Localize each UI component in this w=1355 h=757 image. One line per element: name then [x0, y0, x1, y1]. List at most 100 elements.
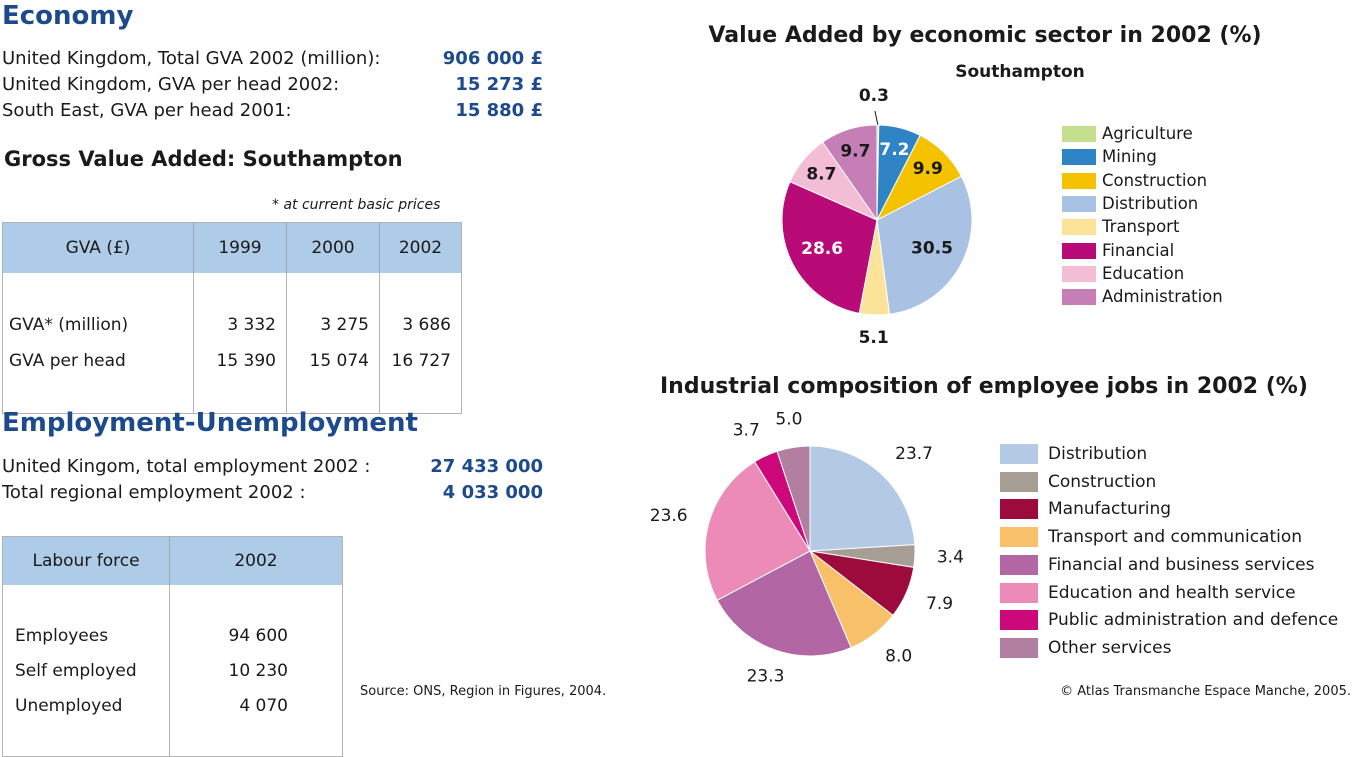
pie-slice-other-services — [776, 445, 811, 552]
pie-label-administration: 9.7 — [840, 141, 870, 161]
chart1-subtitle: Southampton — [955, 62, 1085, 82]
economy-row-value: 15 273 £ — [455, 74, 543, 95]
labour-row-label: Unemployed — [2, 688, 170, 723]
legend-swatch — [1062, 126, 1096, 142]
employment-heading: Employment-Unemployment — [2, 408, 418, 438]
pie-slice-financial — [781, 181, 878, 314]
legend-label: Agriculture — [1102, 124, 1193, 143]
gva-row-label: GVA per head — [2, 343, 194, 379]
legend-label: Construction — [1048, 471, 1157, 492]
source-note: Source: ONS, Region in Figures, 2004. — [360, 684, 607, 699]
legend-label: Education and health service — [1048, 582, 1296, 603]
legend-swatch — [1000, 582, 1038, 603]
employment-row-label: United Kingom, total employment 2002 : — [2, 456, 371, 477]
chart1-title: Value Added by economic sector in 2002 (… — [708, 23, 1262, 48]
legend-swatch — [1062, 289, 1096, 306]
legend-label: Transport — [1102, 217, 1180, 237]
legend-swatch — [1062, 172, 1096, 189]
gva-cell: 16 727 — [391, 351, 451, 371]
pie-slice-financial-and-business-services — [716, 550, 852, 657]
table-row: Unemployed 4 070 — [2, 688, 343, 723]
chart2-title: Industrial composition of employee jobs … — [660, 374, 1308, 399]
economy-row-value: 906 000 £ — [442, 48, 543, 69]
legend-swatch — [1000, 444, 1038, 464]
labour-cell: 94 600 — [228, 625, 288, 646]
labour-header-cell: 2002 — [169, 536, 343, 585]
chart1-legend: Agriculture Mining Construction Distributio… — [1062, 124, 1302, 314]
pie-label-transport-and-communication: 8.0 — [885, 646, 912, 666]
pie-label-financial: 28.6 — [801, 239, 843, 259]
legend-swatch — [1000, 471, 1038, 492]
pie-chart-value-added: 0.3 7.29.9 30.5 5.1 28.6 8.79.7 — [781, 86, 973, 348]
legend-swatch — [1000, 527, 1038, 548]
copyright-note: © Atlas Transmanche Espace Manche, 2005. — [1060, 684, 1351, 699]
pie-slice-education-and-health-service — [704, 461, 811, 601]
pie-slice-distribution — [876, 175, 973, 315]
labour-row-label: Self employed — [2, 653, 170, 688]
legend-swatch — [1062, 242, 1096, 259]
legend-swatch — [1000, 554, 1038, 575]
employment-row-value: 4 033 000 — [442, 482, 543, 503]
pie-label-construction: 9.9 — [913, 159, 943, 179]
legend-label: Financial — [1102, 240, 1175, 260]
pie-slice-distribution — [809, 445, 916, 552]
table-row: Self employed 10 230 — [2, 653, 343, 688]
legend-label: Education — [1102, 263, 1185, 283]
gva-cell: 15 074 — [286, 343, 380, 379]
pie-leader-line — [874, 110, 879, 126]
legend-swatch — [1000, 499, 1038, 520]
employment-row-value: 27 433 000 — [430, 456, 543, 477]
pie-label-education-and-health-service: 23.6 — [650, 506, 688, 526]
gva-header-row: GVA (£) 1999 2000 2002 — [2, 222, 462, 273]
economy-row-label: United Kingdom, Total GVA 2002 (million)… — [2, 48, 381, 69]
pie-label-mining: 7.2 — [879, 140, 909, 160]
table-row: GVA per head 15 390 15 074 16 727 — [2, 343, 462, 379]
economy-row-label: United Kingdom, GVA per head 2002: — [2, 74, 340, 95]
gva-header-cell: 2002 — [379, 222, 462, 273]
pie-label-transport: 5.1 — [859, 328, 889, 348]
pie-label-distribution: 23.7 — [895, 444, 933, 464]
labour-table: Labour force 2002 Employees 94 600 Self … — [2, 536, 343, 757]
gva-row-label: GVA* (million) — [2, 307, 194, 343]
gva-cell: 3 332 — [193, 307, 287, 343]
pie-label-manufacturing: 7.9 — [926, 594, 953, 614]
labour-header-cell: Labour force — [2, 536, 170, 585]
legend-label: Other services — [1048, 637, 1172, 658]
legend-label: Mining — [1102, 147, 1157, 167]
legend-label: Distribution — [1102, 193, 1199, 213]
gva-header-cell: 1999 — [193, 222, 287, 273]
legend-swatch — [1062, 265, 1096, 282]
legend-swatch — [1062, 195, 1096, 212]
legend-swatch — [1062, 149, 1096, 166]
legend-swatch — [1062, 219, 1096, 236]
gva-header-cell: GVA (£) — [2, 222, 194, 273]
pie-label-education: 8.7 — [806, 164, 836, 184]
gva-cell: 3 275 — [286, 307, 380, 343]
employment-row-label: Total regional employment 2002 : — [2, 482, 306, 503]
pie-label-other-services: 5.0 — [775, 410, 802, 430]
legend-label: Financial and business services — [1048, 554, 1315, 575]
pie-label-construction: 3.4 — [937, 547, 964, 567]
table-row: GVA* (million) 3 332 3 275 3 686 — [2, 307, 462, 343]
economy-row-value: 15 880 £ — [455, 100, 543, 121]
gva-heading: Gross Value Added: Southampton — [4, 147, 403, 171]
gva-table: GVA (£) 1999 2000 2002 GVA* (million) 3 … — [2, 222, 462, 414]
legend-label: Administration — [1102, 287, 1223, 307]
pie-label-financial-and-business-services: 23.3 — [747, 666, 785, 686]
labour-row-label: Employees — [2, 618, 170, 653]
legend-label: Manufacturing — [1048, 499, 1172, 520]
legend-swatch — [1000, 637, 1038, 658]
legend-swatch — [1000, 610, 1038, 631]
pie-chart-employee-jobs: 23.7 3.4 7.9 8.0 23.3 23.6 3.7 5.0 — [650, 410, 964, 686]
gva-note: * at current basic prices — [272, 197, 441, 213]
legend-label: Distribution — [1048, 444, 1148, 464]
labour-header-row: Labour force 2002 — [2, 536, 343, 585]
legend-label: Public administration and defence — [1048, 610, 1339, 631]
gva-header-cell: 2000 — [286, 222, 380, 273]
pie-label-agriculture: 0.3 — [859, 86, 889, 106]
legend-label: Transport and communication — [1048, 527, 1303, 548]
economy-row-label: South East, GVA per head 2001: — [2, 100, 292, 121]
chart2-legend: Distribution Construction Manufacturing Tra… — [1000, 443, 1345, 673]
pie-label-distribution: 30.5 — [911, 239, 953, 259]
pie-slice-administration — [821, 124, 878, 222]
